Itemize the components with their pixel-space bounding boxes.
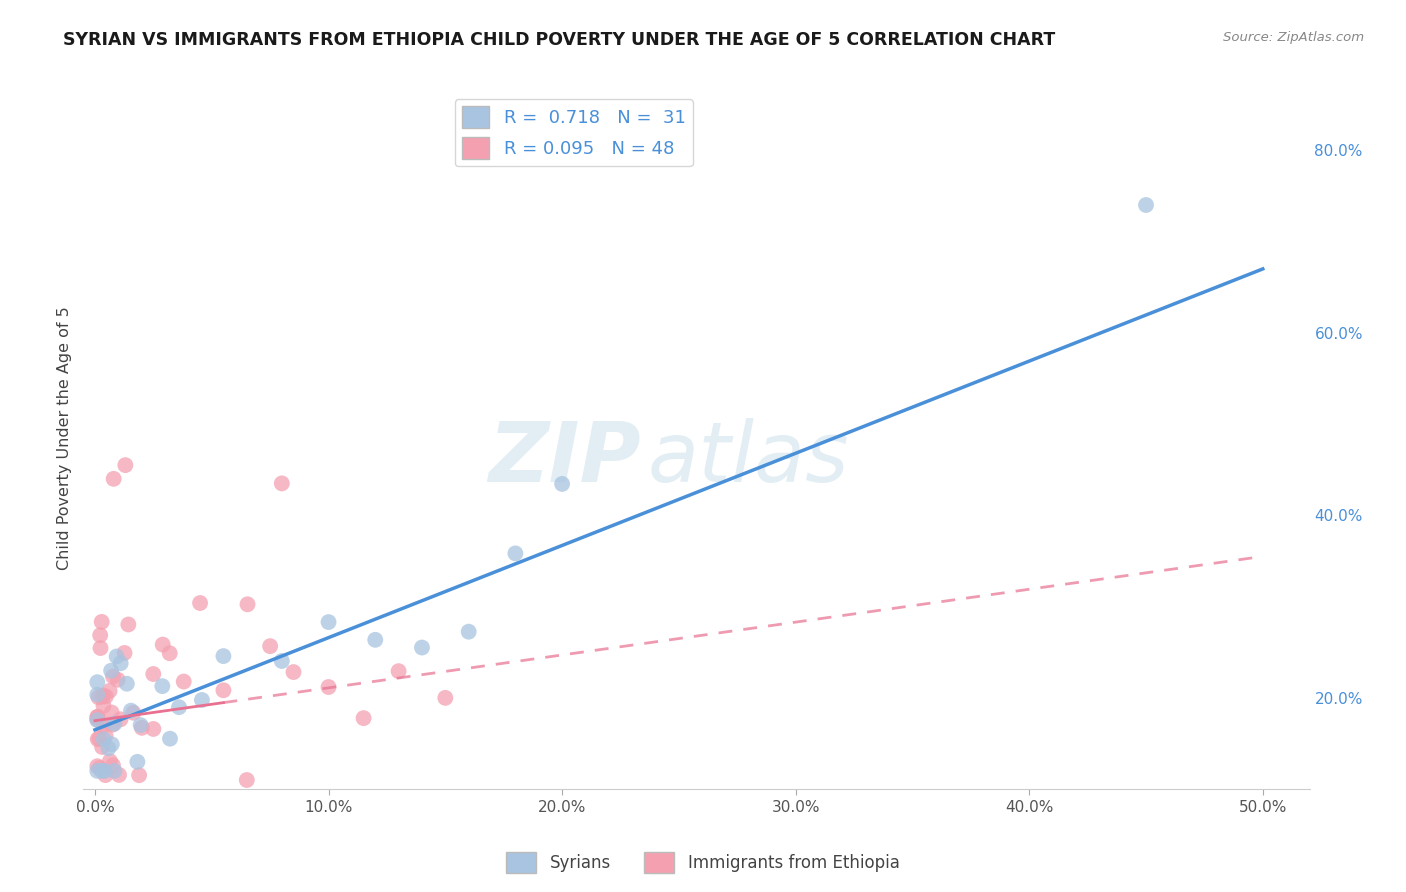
Point	[98, 754, 121, 768]
Point	[142, 667, 165, 681]
Point	[150, 679, 173, 693]
Text: SYRIAN VS IMMIGRANTS FROM ETHIOPIA CHILD POVERTY UNDER THE AGE OF 5 CORRELATION : SYRIAN VS IMMIGRANTS FROM ETHIOPIA CHILD…	[63, 31, 1056, 49]
Point	[127, 755, 149, 769]
Point	[89, 640, 111, 655]
Point	[103, 472, 125, 486]
Point	[167, 700, 190, 714]
Legend: R =  0.718   N =  31, R = 0.095   N = 48: R = 0.718 N = 31, R = 0.095 N = 48	[456, 99, 693, 167]
Point	[411, 640, 433, 655]
Point	[114, 458, 136, 472]
Text: Source: ZipAtlas.com: Source: ZipAtlas.com	[1223, 31, 1364, 45]
Point	[90, 764, 112, 778]
Point	[159, 731, 181, 746]
Point	[90, 615, 112, 629]
Point	[152, 638, 174, 652]
Point	[101, 717, 124, 731]
Point	[212, 683, 235, 698]
Point	[115, 676, 138, 690]
Point	[110, 657, 132, 671]
Point	[120, 704, 142, 718]
Point	[122, 706, 145, 720]
Point	[89, 731, 111, 746]
Point	[103, 716, 125, 731]
Point	[89, 761, 111, 775]
Point	[87, 732, 110, 747]
Point	[93, 698, 115, 713]
Point	[191, 693, 214, 707]
Point	[110, 712, 132, 726]
Point	[236, 772, 259, 787]
Y-axis label: Child Poverty Under the Age of 5: Child Poverty Under the Age of 5	[58, 306, 72, 570]
Point	[388, 664, 411, 678]
Point	[94, 768, 117, 782]
Point	[93, 764, 115, 778]
Legend: Syrians, Immigrants from Ethiopia: Syrians, Immigrants from Ethiopia	[499, 846, 907, 880]
Point	[128, 768, 150, 782]
Point	[142, 722, 165, 736]
Point	[129, 718, 152, 732]
Point	[91, 739, 114, 754]
Point	[93, 732, 115, 747]
Point	[173, 674, 195, 689]
Point	[270, 654, 292, 668]
Point	[86, 759, 108, 773]
Point	[86, 764, 108, 778]
Point	[86, 675, 108, 690]
Point	[117, 617, 139, 632]
Point	[259, 639, 281, 653]
Point	[86, 713, 108, 727]
Point	[434, 690, 457, 705]
Point	[98, 684, 121, 698]
Point	[91, 690, 114, 704]
Point	[101, 758, 124, 772]
Point	[457, 624, 479, 639]
Point	[505, 546, 527, 560]
Point	[100, 706, 122, 720]
Point	[94, 690, 117, 704]
Point	[236, 597, 259, 611]
Point	[283, 665, 305, 679]
Point	[105, 649, 128, 664]
Point	[114, 646, 136, 660]
Point	[86, 710, 108, 724]
Point	[97, 741, 120, 756]
Point	[86, 712, 108, 726]
Point	[94, 729, 117, 743]
Point	[353, 711, 375, 725]
Point	[101, 669, 124, 683]
Point	[159, 646, 181, 660]
Point	[318, 615, 340, 629]
Point	[87, 690, 110, 705]
Text: ZIP: ZIP	[489, 418, 641, 500]
Point	[1135, 198, 1157, 212]
Point	[108, 768, 131, 782]
Point	[86, 688, 108, 702]
Point	[100, 664, 122, 678]
Point	[101, 737, 124, 751]
Point	[212, 649, 235, 664]
Point	[103, 764, 125, 778]
Point	[107, 673, 129, 687]
Point	[89, 628, 111, 642]
Point	[86, 710, 108, 724]
Point	[188, 596, 211, 610]
Point	[270, 476, 292, 491]
Point	[131, 721, 153, 735]
Point	[551, 476, 574, 491]
Text: atlas: atlas	[647, 418, 849, 500]
Point	[364, 632, 387, 647]
Point	[318, 680, 340, 694]
Point	[91, 689, 114, 703]
Point	[93, 719, 115, 733]
